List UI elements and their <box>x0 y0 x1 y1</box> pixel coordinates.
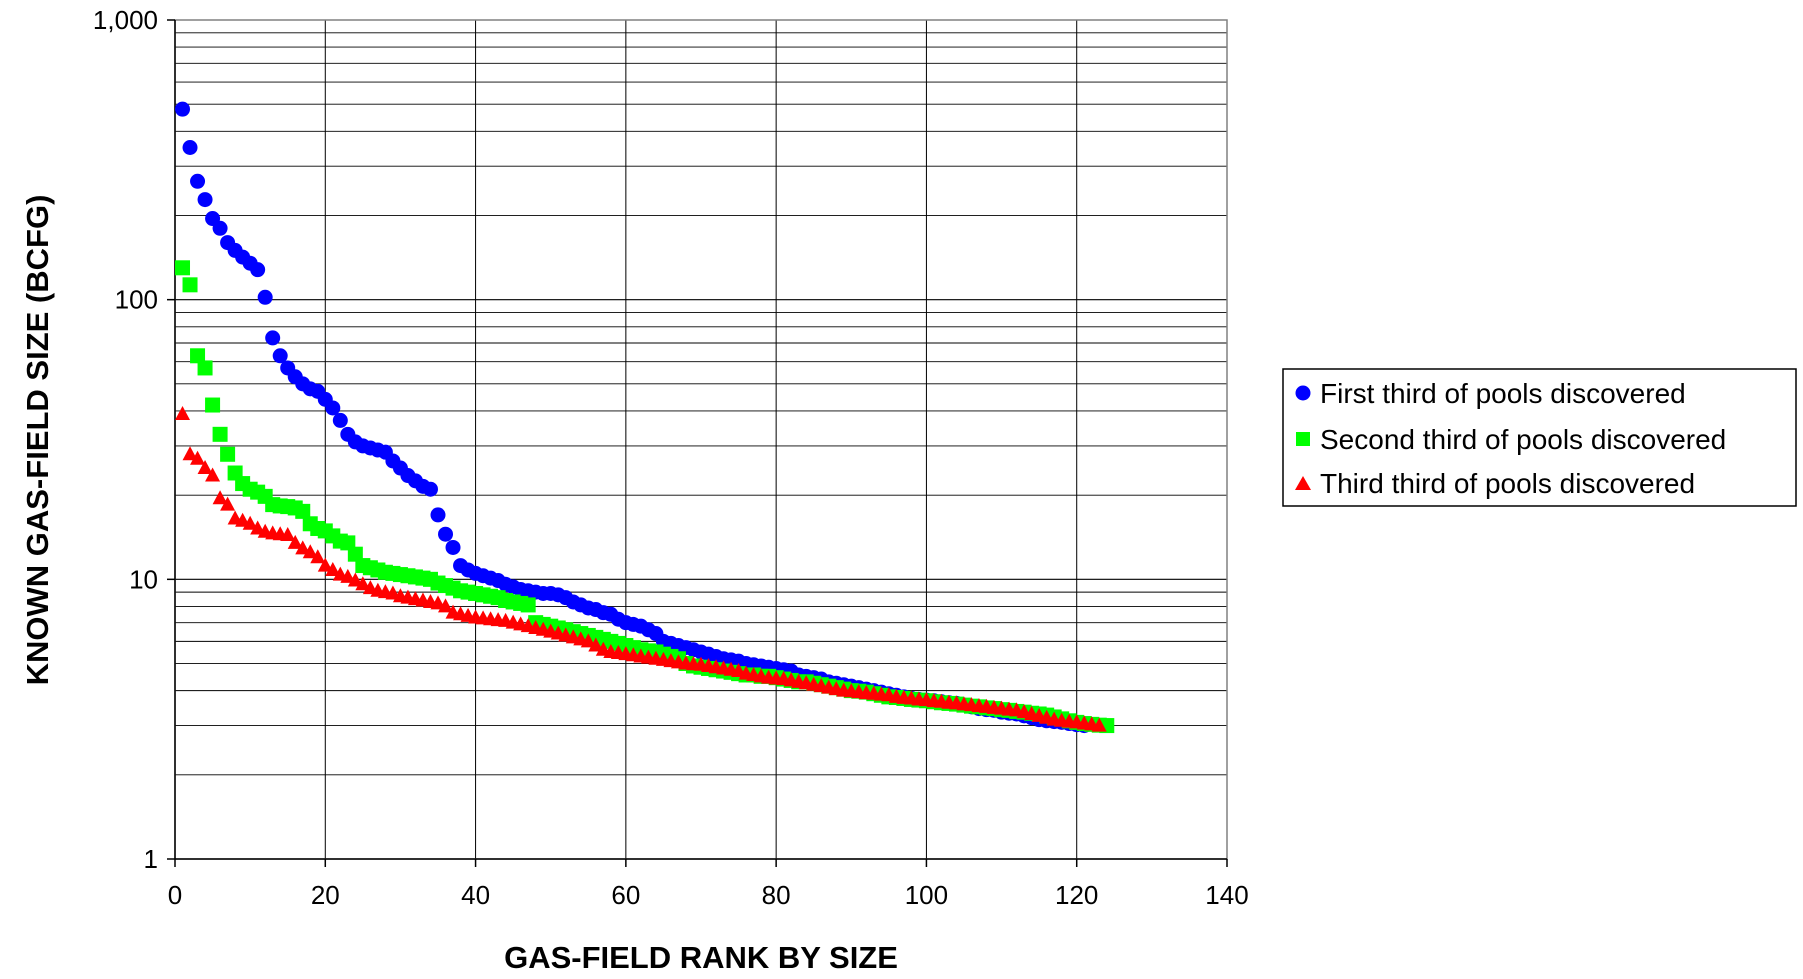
data-point-circle <box>250 262 266 278</box>
data-point-circle <box>430 507 446 523</box>
x-tick-label: 140 <box>1205 880 1248 910</box>
data-point-triangle <box>347 572 363 587</box>
data-point-square <box>340 535 356 551</box>
data-point-triangle <box>325 561 341 576</box>
data-point-circle <box>265 330 281 346</box>
data-point-triangle <box>580 633 596 648</box>
legend-entry-first-third: First third of pools discovered <box>1295 378 1686 409</box>
data-point-square <box>197 360 213 376</box>
data-point-circle <box>197 192 213 208</box>
legend: First third of pools discovered Second t… <box>1282 368 1797 507</box>
series-3 <box>175 406 1107 732</box>
x-tick-label: 0 <box>168 880 182 910</box>
x-tick-label: 40 <box>461 880 490 910</box>
x-axis-title: GAS-FIELD RANK BY SIZE <box>504 940 898 975</box>
data-point-circle <box>332 412 348 428</box>
y-tick-label: 100 <box>115 285 158 315</box>
y-tick-label: 1,000 <box>93 5 158 35</box>
data-point-triangle <box>212 490 228 505</box>
data-point-triangle <box>220 496 236 511</box>
data-point-square <box>190 348 206 364</box>
ticks <box>167 19 1228 867</box>
y-axis-title: KNOWN GAS-FIELD SIZE (BCFG) <box>20 195 55 686</box>
data-point-triangle <box>317 557 333 572</box>
x-tick-label: 60 <box>611 880 640 910</box>
data-point-triangle <box>280 527 296 542</box>
data-point-square <box>175 260 191 276</box>
data-point-triangle <box>242 515 258 530</box>
data-point-square <box>520 597 536 613</box>
legend-marker-square <box>1296 432 1310 446</box>
data-point-square <box>205 397 221 413</box>
x-tick-label: 100 <box>905 880 948 910</box>
plot-area <box>175 20 1227 859</box>
data-point-square <box>220 446 236 462</box>
axes <box>174 20 1227 860</box>
legend-label-third-third: Third third of pools discovered <box>1320 468 1695 499</box>
tick-labels: 0 20 40 60 80 100 120 140 1 10 100 1,000 <box>93 5 1249 910</box>
data-point-circle <box>422 481 438 497</box>
data-point-circle <box>182 140 198 156</box>
data-point-square <box>182 277 198 293</box>
data-point-triangle <box>310 549 326 564</box>
data-point-triangle <box>438 598 454 613</box>
y-tick-label: 10 <box>129 564 158 594</box>
x-tick-label: 120 <box>1055 880 1098 910</box>
legend-label-second-third: Second third of pools discovered <box>1320 424 1726 455</box>
legend-marker-triangle <box>1295 476 1311 490</box>
data-point-circle <box>175 101 191 117</box>
data-point-circle <box>325 400 341 416</box>
legend-label-first-third: First third of pools discovered <box>1320 378 1686 409</box>
data-point-circle <box>272 348 288 364</box>
data-point-triangle <box>340 568 356 583</box>
data-points <box>175 101 1115 734</box>
data-point-circle <box>190 173 206 189</box>
data-point-triangle <box>355 576 371 591</box>
legend-box <box>1282 368 1797 507</box>
data-point-triangle <box>287 534 303 549</box>
data-point-triangle <box>197 460 213 475</box>
data-point-circle <box>438 526 454 542</box>
data-point-triangle <box>175 406 191 421</box>
data-point-circle <box>212 220 228 236</box>
grid <box>174 20 1228 859</box>
data-point-triangle <box>302 544 318 559</box>
x-tick-label: 20 <box>311 880 340 910</box>
legend-entry-second-third: Second third of pools discovered <box>1296 424 1726 455</box>
y-tick-label: 1 <box>144 844 158 874</box>
data-point-triangle <box>190 450 206 465</box>
legend-marker-circle <box>1295 385 1311 401</box>
legend-entry-third-third: Third third of pools discovered <box>1295 468 1695 499</box>
data-point-triangle <box>1091 717 1107 732</box>
data-point-square <box>347 546 363 562</box>
data-point-triangle <box>588 637 604 652</box>
data-point-square <box>295 503 311 519</box>
data-point-triangle <box>182 446 198 461</box>
data-point-triangle <box>295 540 311 555</box>
x-tick-label: 80 <box>762 880 791 910</box>
data-point-circle <box>445 539 461 555</box>
data-point-circle <box>257 289 273 305</box>
data-point-triangle <box>205 467 221 482</box>
data-point-square <box>212 426 228 442</box>
